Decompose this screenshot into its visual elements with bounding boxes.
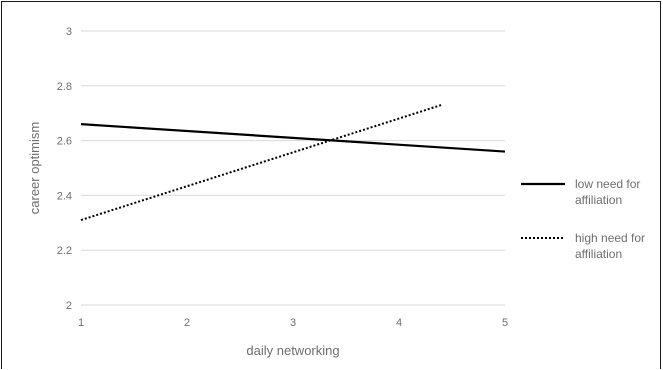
- y-tick-label: 2.6: [57, 136, 72, 148]
- legend-label: affiliation: [575, 247, 622, 261]
- x-axis-title: daily networking: [246, 343, 339, 358]
- legend-label: low need for: [575, 177, 640, 191]
- x-tick-label: 4: [396, 317, 402, 329]
- series-line-1: [80, 123, 506, 153]
- legend-label: high need for: [575, 231, 645, 245]
- x-tick-label: 1: [78, 317, 84, 329]
- y-tick-label: 3: [66, 26, 72, 38]
- series-line-2: [80, 104, 442, 222]
- legend-label: affiliation: [575, 193, 622, 207]
- y-tick-label: 2: [66, 300, 72, 312]
- legend: low need for affiliation high need for affi…: [521, 177, 645, 261]
- y-tick-label: 2.8: [57, 81, 72, 93]
- x-tick-label: 3: [290, 317, 296, 329]
- gridlines: [81, 30, 505, 306]
- x-tick-label: 2: [184, 317, 190, 329]
- x-tick-label: 5: [502, 317, 508, 329]
- y-axis-title: career optimism: [27, 122, 42, 214]
- tick-labels: 22.22.42.62.831 2 3 4 5: [57, 26, 508, 329]
- y-tick-label: 2.2: [57, 245, 72, 257]
- y-tick-label: 2.4: [57, 190, 72, 202]
- series-lines: [80, 104, 506, 222]
